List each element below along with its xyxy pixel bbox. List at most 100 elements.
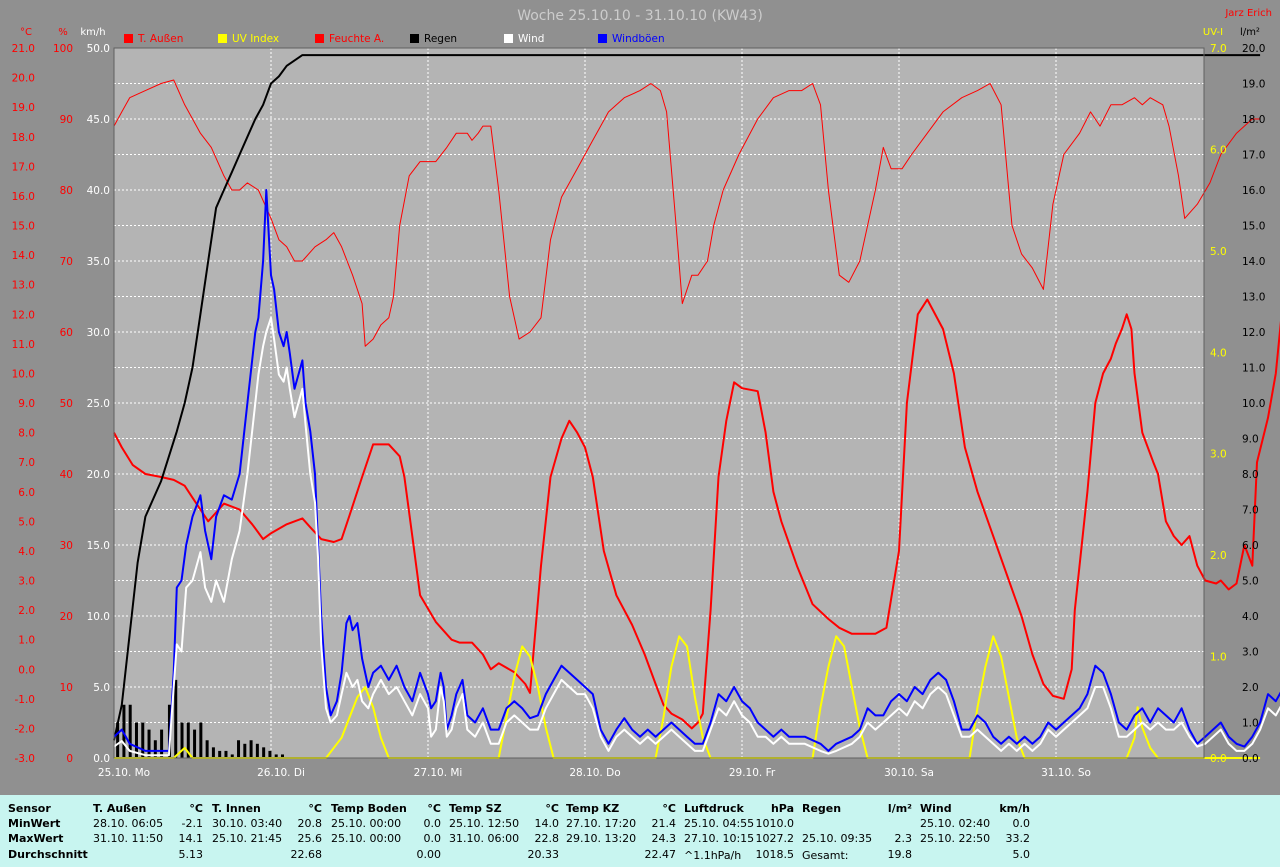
stats-max-value: 33.2 xyxy=(1005,832,1031,845)
stats-max-value: 14.1 xyxy=(178,832,204,845)
tick-rain: 1.0 xyxy=(1242,718,1259,730)
stats-sensor-unit: hPa xyxy=(770,802,794,815)
stats-sensor-unit: °C xyxy=(662,802,676,815)
tick-temp: 6.0 xyxy=(18,487,35,499)
rain-bar xyxy=(193,729,197,758)
stats-sensor-name: Wind xyxy=(920,802,952,815)
tick-temp: -1.0 xyxy=(15,694,36,706)
tick-temp: 19.0 xyxy=(12,102,35,114)
tick-uv: 6.0 xyxy=(1210,144,1227,156)
rain-bar xyxy=(174,679,178,758)
legend-swatch xyxy=(504,34,513,43)
tick-rain: 20.0 xyxy=(1242,43,1265,55)
series-line-t-au-en xyxy=(113,298,1280,730)
stats-max-date: 27.10. 10:15 xyxy=(684,832,755,845)
tick-temp: 16.0 xyxy=(12,191,35,203)
stats-min-value: -2.1 xyxy=(181,817,203,830)
stats-sensor-name: Luftdruck xyxy=(684,802,744,815)
series-line-wind xyxy=(113,316,1280,757)
series-line-uv-index xyxy=(114,635,1261,759)
chart-title: Woche 25.10.10 - 31.10.10 (KW43) xyxy=(517,8,763,24)
tick-wind: 50.0 xyxy=(87,43,110,55)
stats-sensor-unit: °C xyxy=(545,802,559,815)
tick-temp: 11.0 xyxy=(12,339,35,351)
legend-swatch xyxy=(598,34,607,43)
tick-temp: 8.0 xyxy=(18,428,35,440)
tick-temp: -3.0 xyxy=(15,753,36,765)
rain-bar xyxy=(180,722,184,758)
stats-sensor-name: Temp KZ xyxy=(566,802,620,815)
rain-bar xyxy=(116,722,120,758)
legend-label: UV Index xyxy=(232,33,279,45)
rain-bar xyxy=(160,729,164,758)
stats-min-value: 21.4 xyxy=(651,817,677,830)
stats-max-date: 25.10. 09:35 xyxy=(802,832,873,845)
rain-bar xyxy=(255,743,259,758)
stats-average: 5.13 xyxy=(178,848,204,861)
stats-min-date: 30.10. 03:40 xyxy=(212,817,283,830)
stats-max-value: 1027.2 xyxy=(755,832,795,845)
x-tick-label: 27.10. Mi xyxy=(414,767,463,779)
tick-temp: 21.0 xyxy=(12,43,35,55)
author-label: Jarz Erich xyxy=(1224,8,1272,19)
tick-humidity: 100 xyxy=(53,43,73,55)
stats-min-date: 25.10. 12:50 xyxy=(449,817,520,830)
stats-average: 22.68 xyxy=(290,848,323,861)
tick-uv: 2.0 xyxy=(1210,550,1227,562)
rain-bar xyxy=(153,740,157,758)
rain-bar xyxy=(218,750,222,758)
stats-max-value: 24.3 xyxy=(651,832,677,845)
rain-bar xyxy=(199,722,203,758)
tick-rain: 13.0 xyxy=(1242,292,1265,304)
tick-rain: 19.0 xyxy=(1242,79,1265,91)
tick-humidity: 10 xyxy=(60,682,73,694)
tick-rain: 11.0 xyxy=(1242,363,1265,375)
tick-wind: 25.0 xyxy=(87,398,110,410)
rain-bar xyxy=(147,729,151,758)
stats-average: 1018.5 xyxy=(755,848,795,861)
stats-max-value: 0.0 xyxy=(423,832,442,845)
tick-temp: 20.0 xyxy=(12,73,35,85)
rain-bar xyxy=(205,740,209,758)
tick-temp: 13.0 xyxy=(12,280,35,292)
tick-uv: 5.0 xyxy=(1210,246,1227,258)
stats-min-value: 0.0 xyxy=(423,817,442,830)
tick-wind: 45.0 xyxy=(87,114,110,126)
tick-humidity: 40 xyxy=(60,469,73,481)
stats-sensor-name: Temp Boden xyxy=(331,802,407,815)
tick-uv: 4.0 xyxy=(1210,347,1227,359)
legend-swatch xyxy=(315,34,324,43)
stats-max-date: 25.10. 00:00 xyxy=(331,832,402,845)
weather-chart: Woche 25.10.10 - 31.10.10 (KW43) Jarz Eri… xyxy=(12,8,1280,779)
rain-bar xyxy=(249,740,253,758)
stats-average: 22.47 xyxy=(644,848,677,861)
tick-humidity: 0 xyxy=(66,753,73,765)
tick-rain: 8.0 xyxy=(1242,469,1259,481)
tick-humidity: 60 xyxy=(60,327,73,339)
tick-temp: 7.0 xyxy=(18,457,35,469)
x-tick-label: 31.10. So xyxy=(1041,767,1091,779)
tick-wind: 10.0 xyxy=(87,611,110,623)
tick-temp: 3.0 xyxy=(18,576,35,588)
stats-sensor-name: T. Innen xyxy=(212,802,261,815)
axis-unit-uv: UV-I xyxy=(1203,27,1223,38)
x-tick-label: 28.10. Do xyxy=(569,767,620,779)
stats-min-date: 25.10. 02:40 xyxy=(920,817,991,830)
stats-max-value: 25.6 xyxy=(297,832,323,845)
tick-wind: 35.0 xyxy=(87,256,110,268)
tick-temp: 15.0 xyxy=(12,221,35,233)
stats-average: 19.8 xyxy=(887,848,913,861)
rain-bar xyxy=(128,704,132,758)
legend-label: Windböen xyxy=(612,33,665,45)
stats-min-value: 20.8 xyxy=(297,817,323,830)
tick-rain: 6.0 xyxy=(1242,540,1259,552)
stats-avg-label: Gesamt: xyxy=(802,849,849,862)
stats-max-date: 31.10. 11:50 xyxy=(93,832,164,845)
stats-sensor-unit: °C xyxy=(189,802,203,815)
stats-max-value: 2.3 xyxy=(894,832,913,845)
tick-temp: 10.0 xyxy=(12,368,35,380)
tick-rain: 0.0 xyxy=(1242,753,1259,765)
tick-wind: 0.0 xyxy=(93,753,110,765)
tick-temp: 1.0 xyxy=(18,635,35,647)
